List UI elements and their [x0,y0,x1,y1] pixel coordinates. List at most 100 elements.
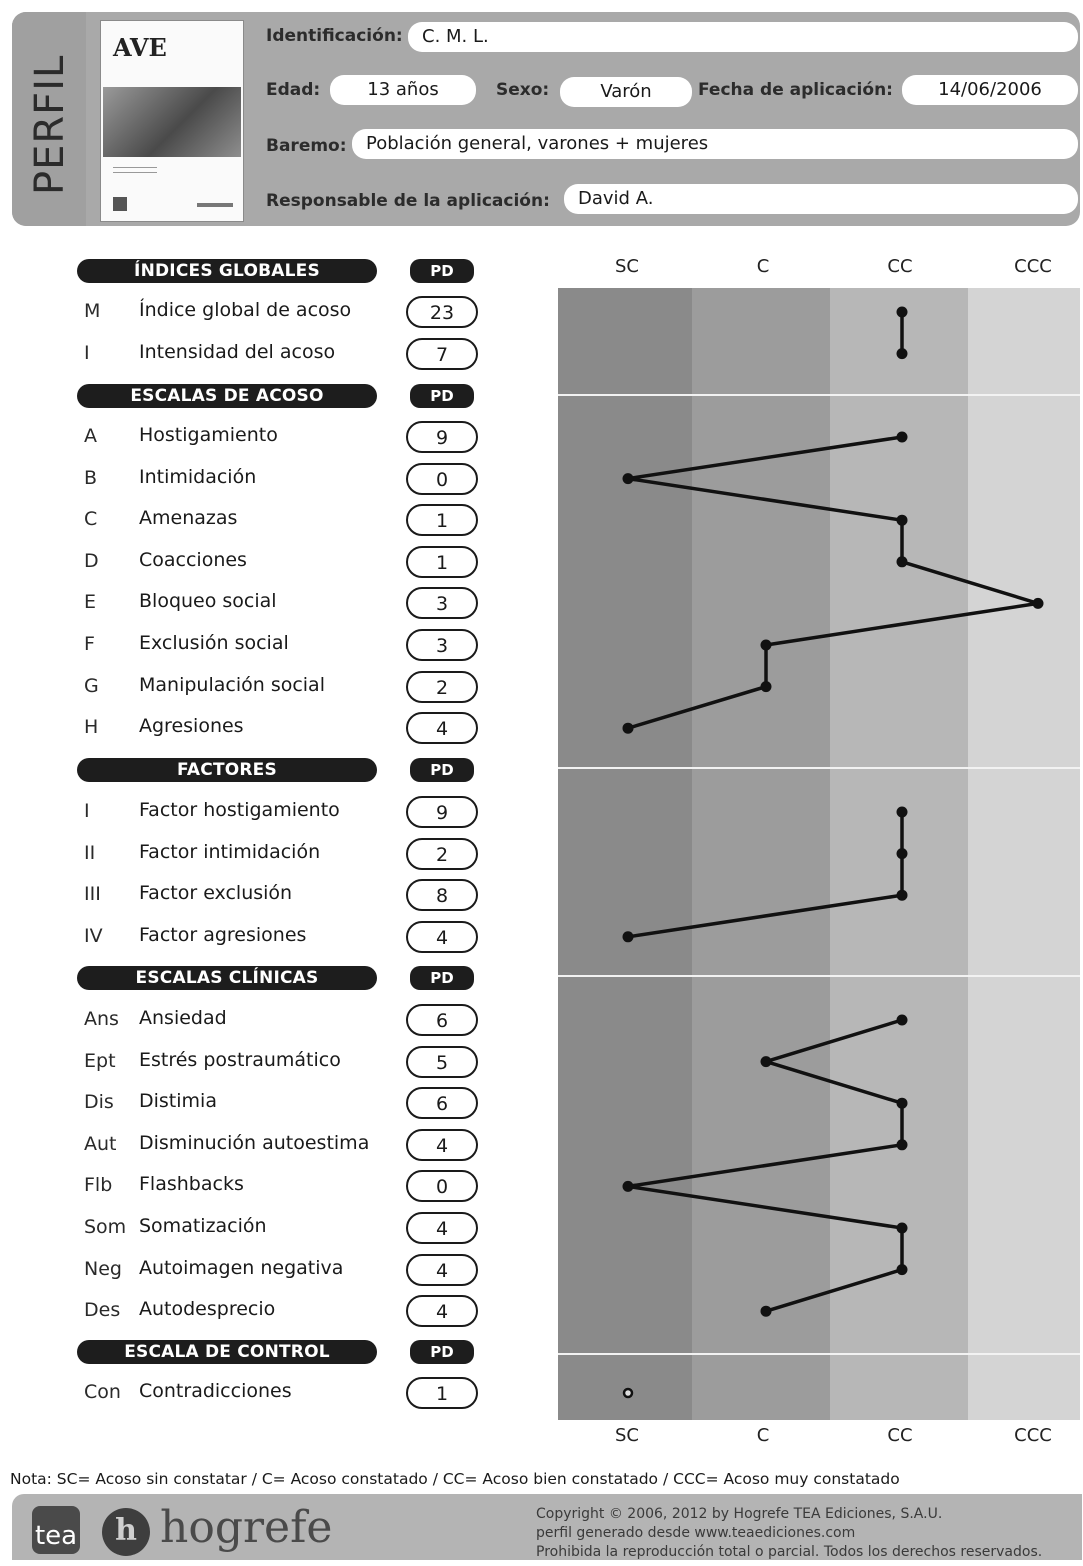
scale-label: Somatización [139,1215,267,1237]
section-header: ÍNDICES GLOBALES [77,259,377,283]
scale-label: Índice global de acoso [139,299,352,321]
scale-label: Flashbacks [139,1173,244,1196]
identificacion-field: C. M. L. [408,22,1078,52]
cover-logo-icon [113,197,127,211]
pd-score: 4 [406,1295,478,1328]
pd-score: 8 [406,879,478,912]
pd-header: PD [410,259,474,283]
pd-header: PD [410,1340,474,1364]
perfil-vertical-title: PERFIL [27,54,73,196]
scale-code: H [84,716,99,739]
pd-header: PD [410,966,474,990]
baremo-label: Baremo: [266,136,347,156]
profile-point [760,639,772,651]
profile-point [1032,597,1044,609]
pd-score: 1 [406,504,478,537]
scale-code: Ans [84,1008,119,1030]
pd-score: 3 [406,629,478,661]
sexo-field: Varón [560,77,692,107]
profile-point [896,348,908,360]
edad-label: Edad: [266,80,321,100]
edad-field: 13 años [330,75,476,105]
scale-label: Bloqueo social [139,590,277,613]
profile-point [896,1097,908,1109]
scale-code: Ept [84,1049,116,1072]
scale-code: E [84,591,97,614]
profile-point [896,889,908,901]
scale-label: Estrés postraumático [139,1048,341,1071]
scale-label: Contradicciones [139,1380,292,1402]
scale-code: G [84,674,99,697]
rights-text: Prohibida la reproducción total o parcia… [536,1544,1043,1560]
section-header: FACTORES [77,758,377,782]
tea-logo-icon: tea [32,1506,80,1554]
hogrefe-wordmark: hogrefe [160,1502,333,1553]
scale-code: B [84,466,98,489]
profile-point [760,681,772,693]
scale-code: M [84,300,101,322]
axis-top-sc: SC [615,256,639,277]
pd-score: 4 [406,712,478,745]
scale-label: Amenazas [139,507,238,530]
scale-code: Des [84,1299,121,1322]
pd-score: 5 [406,1045,478,1078]
profile-point [896,848,908,860]
profile-point [896,1222,908,1234]
legend-note: Nota: SC= Acoso sin constatar / C= Acoso… [10,1470,900,1488]
pd-score: 23 [406,296,478,328]
profile-point [896,306,908,318]
profile-point [760,1056,772,1068]
pd-score: 4 [406,920,478,953]
sexo-label: Sexo: [496,80,550,100]
profile-point [622,931,634,943]
scale-label: Manipulación social [139,673,325,696]
pd-score: 1 [406,545,478,578]
scale-label: Exclusión social [139,632,289,654]
axis-bottom-cc: CC [887,1425,913,1446]
fecha-label: Fecha de aplicación: [698,80,893,100]
test-cover-image: AVE [100,20,244,222]
scale-code: Flb [84,1174,113,1197]
scale-label: Intimidación [139,465,257,488]
pd-header: PD [410,758,474,782]
scale-label: Agresiones [139,715,244,738]
pd-score: 0 [406,1170,478,1203]
pd-score: 1 [406,1377,478,1409]
perfil-strip [12,12,86,226]
profile-point [896,1139,908,1151]
axis-bottom-c: C [756,1425,770,1446]
profile-point [896,556,908,568]
pd-score: 0 [406,462,478,495]
scale-code: II [84,841,96,864]
scale-code: Som [84,1216,127,1238]
profile-point [622,473,634,485]
profile-point [622,1387,634,1399]
profile-line [626,435,1040,730]
axis-bottom-ccc: CCC [1014,1425,1052,1446]
pd-score: 4 [406,1253,478,1286]
pd-score: 9 [406,796,478,828]
scale-label: Intensidad del acoso [139,340,336,363]
axis-bottom-sc: SC [615,1425,639,1446]
copyright-text: Copyright © 2006, 2012 by Hogrefe TEA Ed… [536,1506,943,1522]
scale-label: Disminución autoestima [139,1131,370,1154]
scale-label: Factor intimidación [139,840,321,863]
profile-point [896,1264,908,1276]
profile-point [622,1180,634,1192]
profile-point [896,806,908,818]
profile-chart [558,288,1080,1420]
axis-top-cc: CC [887,256,913,277]
pd-score: 2 [406,837,478,870]
scale-label: Factor agresiones [139,923,307,946]
scale-code: D [84,549,99,572]
scale-label: Factor exclusión [139,882,293,905]
scale-code: Neg [84,1257,122,1280]
scale-label: Coacciones [139,548,247,571]
band-c [692,288,830,1420]
profile-line [627,812,904,939]
profile-point [896,1014,908,1026]
scale-label: Hostigamiento [139,424,278,446]
pd-score: 4 [406,1128,478,1161]
responsable-label: Responsable de la aplicación: [266,191,550,211]
profile-point [622,722,634,734]
